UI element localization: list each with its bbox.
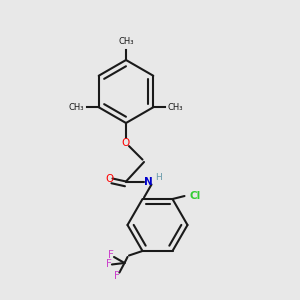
Text: CH₃: CH₃	[69, 103, 84, 112]
Text: F: F	[108, 250, 114, 260]
Text: F: F	[114, 271, 120, 281]
Text: CH₃: CH₃	[118, 38, 134, 46]
Text: Cl: Cl	[189, 191, 200, 201]
Text: O: O	[122, 137, 130, 148]
Text: H: H	[155, 172, 161, 182]
Text: O: O	[105, 173, 114, 184]
Text: F: F	[106, 260, 112, 269]
Text: CH₃: CH₃	[168, 103, 183, 112]
Text: N: N	[144, 176, 153, 187]
